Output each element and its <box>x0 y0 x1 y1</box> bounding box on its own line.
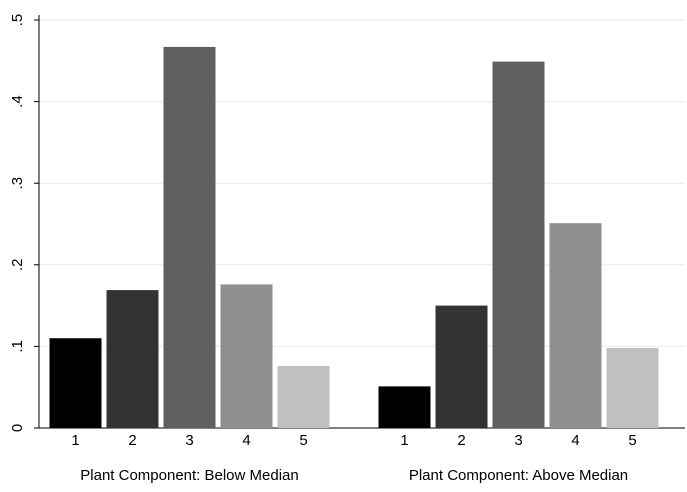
x-group-label: Plant Component: Above Median <box>409 467 628 484</box>
bar <box>435 305 488 428</box>
bar <box>492 61 545 429</box>
x-group-label: Plant Component: Below Median <box>80 467 298 484</box>
bar-label: 1 <box>400 432 408 449</box>
bar <box>606 348 659 428</box>
bar-label: 4 <box>242 432 250 449</box>
bar-label: 4 <box>571 432 579 449</box>
y-tick-label: .1 <box>9 340 26 353</box>
bar <box>106 290 159 428</box>
y-tick-label: 0 <box>9 424 26 432</box>
bar-label: 1 <box>71 432 79 449</box>
bar-label: 5 <box>628 432 636 449</box>
bar-label: 2 <box>457 432 465 449</box>
bar <box>49 338 102 428</box>
bar <box>220 284 273 428</box>
y-tick-label: .5 <box>9 14 26 27</box>
bar-label: 3 <box>514 432 522 449</box>
bar-label: 2 <box>128 432 136 449</box>
y-tick-label: .2 <box>9 259 26 272</box>
bar <box>277 365 330 428</box>
y-tick-label: .4 <box>9 95 26 108</box>
bar-label: 5 <box>299 432 307 449</box>
bar <box>163 46 216 428</box>
y-tick-label: .3 <box>9 177 26 190</box>
bar <box>549 223 602 428</box>
bar-label: 3 <box>185 432 193 449</box>
bar <box>378 386 431 428</box>
